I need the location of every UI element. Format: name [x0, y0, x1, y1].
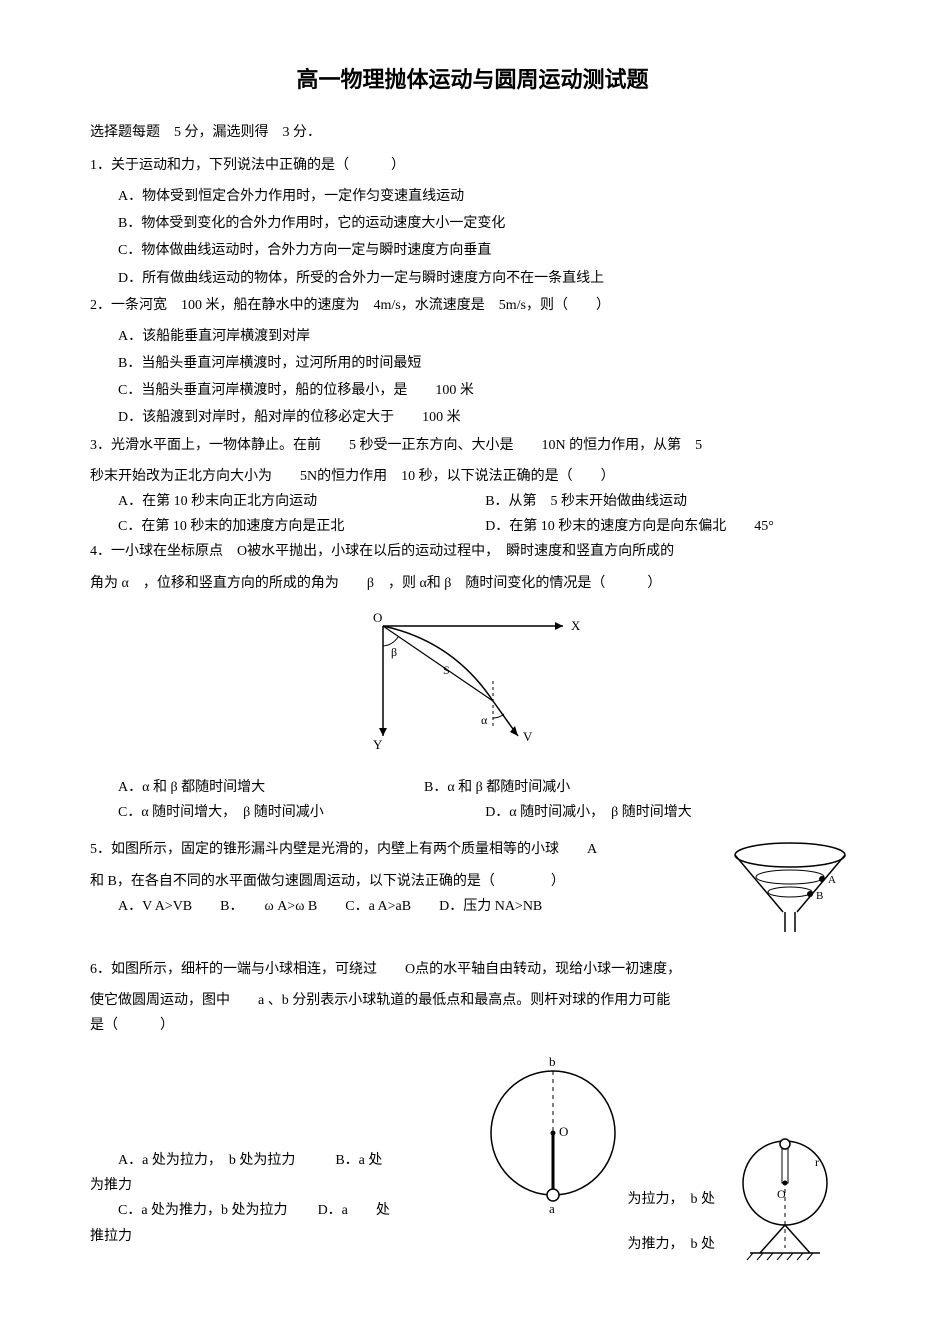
q5-options: A．V A>VB B． ω A>ω B C．a A>aB D．压力 NA>NB: [118, 894, 725, 919]
q5-label-b: B: [816, 890, 823, 902]
q1-option-d: D．所有做曲线运动的物体，所受的合外力一定与瞬时速度方向不在一条直线上: [118, 266, 855, 291]
q5-stem-2: 和 B，在各自不同的水平面做匀速圆周运动，以下说法正确的是（ ）: [90, 869, 725, 894]
q2-stem: 2．一条河宽 100 米，船在静水中的速度为 4m/s，水流速度是 5m/s，则…: [90, 293, 855, 318]
q4-label-y: Y: [373, 737, 383, 752]
q4-option-a: A．α 和 β 都随时间增大: [118, 775, 424, 800]
q4-option-b: B．α 和 β 都随时间减小: [424, 775, 570, 800]
q4-label-x: X: [571, 618, 581, 633]
q5-figure: A B: [725, 837, 855, 946]
q3-stem-1: 3．光滑水平面上，一物体静止。在前 5 秒受一正东方向、大小是 10N 的恒力作…: [90, 433, 855, 458]
q2-option-b: B．当船头垂直河岸横渡时，过河所用的时间最短: [118, 351, 855, 376]
q6-stem-1: 6．如图所示，细杆的一端与小球相连，可绕过 O点的水平轴自由转动，现给小球一初速…: [90, 957, 855, 982]
q1-option-a: A．物体受到恒定合外力作用时，一定作匀变速直线运动: [118, 184, 855, 209]
q4-label-alpha: α: [481, 713, 488, 727]
q6-option-d-1: D．a 处: [318, 1198, 390, 1223]
q4-stem-1: 4．一小球在坐标原点 O被水平抛出，小球在以后的运动过程中， 瞬时速度和竖直方向…: [90, 539, 855, 564]
q1-option-c: C．物体做曲线运动时，合外力方向一定与瞬时速度方向垂直: [118, 238, 855, 263]
q3-option-d: D．在第 10 秒末的速度方向是向东偏北 45°: [485, 514, 774, 539]
q4-label-o: O: [373, 610, 382, 625]
q1-option-b: B．物体受到变化的合外力作用时，它的运动速度大小一定变化: [118, 211, 855, 236]
q2-option-c: C．当船头垂直河岸横渡时，船的位移最小，是 100 米: [118, 378, 855, 403]
q3-option-b: B．从第 5 秒末开始做曲线运动: [485, 489, 687, 514]
q5-stem-1: 5．如图所示，固定的锥形漏斗内壁是光滑的，内壁上有两个质量相等的小球 A: [90, 837, 725, 862]
q6-label-a: a: [549, 1201, 555, 1216]
instructions: 选择题每题 5 分，漏选则得 3 分．: [90, 120, 855, 145]
page-title: 高一物理抛体运动与圆周运动测试题: [90, 60, 855, 100]
q3-option-a: A．在第 10 秒末向正北方向运动: [118, 489, 485, 514]
q6-option-a-1: A．a 处为拉力， b 处为拉力: [118, 1148, 295, 1173]
q4-figure: X Y O S β V α: [90, 606, 855, 765]
q2-option-d: D．该船渡到对岸时，船对岸的位移必定大于 100 米: [118, 405, 855, 430]
q3-stem-2: 秒末开始改为正北方向大小为 5N的恒力作用 10 秒，以下说法正确的是（ ）: [90, 464, 855, 489]
q6-stem-3: 是（ ）: [90, 1013, 855, 1038]
q6-option-d-2: 为推力， b 处: [628, 1232, 716, 1257]
q6-option-b-1: B．a 处: [335, 1148, 382, 1173]
q4-option-d: D．α 随时间减小， β 随时间增大: [485, 800, 692, 825]
q6-line-2: 为推力: [90, 1173, 390, 1198]
q4-option-c: C．α 随时间增大， β 随时间减小: [118, 800, 485, 825]
q3-option-c: C．在第 10 秒末的加速度方向是正北: [118, 514, 485, 539]
q6-label-o: O: [559, 1124, 568, 1139]
q4-stem-2: 角为 α ，位移和竖直方向的所成的角为 β ，则 α和 β 随时间变化的情况是（…: [90, 571, 855, 596]
q4-label-v: V: [523, 729, 533, 744]
q6-figure-2: O r: [715, 1038, 855, 1277]
q4-label-beta: β: [391, 645, 397, 659]
q2-option-a: A．该船能垂直河岸横渡到对岸: [118, 324, 855, 349]
q1-stem: 1．关于运动和力，下列说法中正确的是（ ）: [90, 153, 855, 178]
q6-label-b: b: [549, 1054, 556, 1069]
q4-label-s: S: [443, 663, 450, 677]
q6-stem-2: 使它做圆周运动，图中 a 、b 分别表示小球轨道的最低点和最高点。则杆对球的作用…: [90, 988, 855, 1013]
q6-figure-1: O a b x 为拉力， b 处 为推力， b 处: [390, 1038, 715, 1258]
q5-label-a: A: [828, 874, 836, 886]
q6-label-r: r: [815, 1155, 819, 1169]
q6-line-4: 推拉力: [90, 1224, 390, 1249]
q6-option-c-1: C．a 处为推力，b 处为拉力: [118, 1198, 288, 1223]
q6-label-o2: O: [777, 1187, 786, 1201]
q6-option-b-2: 为拉力， b 处: [628, 1187, 716, 1212]
